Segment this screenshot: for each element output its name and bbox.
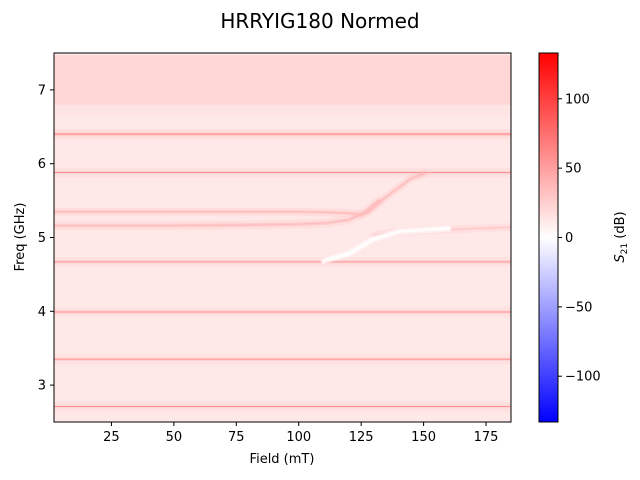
- transmission-dip-1: [322, 227, 450, 263]
- x-tick-label-4: 125: [349, 430, 374, 445]
- lower-branch-2: [54, 200, 380, 227]
- y-tick-label-3: 6: [38, 157, 46, 172]
- x-tick-label-5: 150: [411, 430, 436, 445]
- heatmap-plot: [53, 52, 512, 423]
- cbar-tick-label-4: 100: [565, 92, 590, 107]
- colorbar: −100 −50 0 50 100 S21 (dB): [538, 52, 630, 423]
- x-tick-label-2: 75: [228, 430, 245, 445]
- cbar-tick-label-1: −50: [565, 300, 592, 315]
- x-axis-label: Field (mT): [250, 452, 315, 467]
- x-tick-label-6: 175: [474, 430, 499, 445]
- cbar-tick-label-0: −100: [565, 370, 601, 385]
- x-tick-label-1: 50: [166, 430, 183, 445]
- colorbar-label: S21 (dB): [613, 211, 630, 262]
- y-axis: 3 4 5 6 7: [38, 83, 54, 394]
- x-tick-label-0: 25: [103, 430, 120, 445]
- cbar-tick-label-3: 50: [565, 162, 582, 177]
- y-tick-label-4: 7: [38, 83, 46, 98]
- heatmap-layer: [54, 53, 511, 422]
- y-tick-label-2: 5: [38, 231, 46, 246]
- cbar-tick-label-2: 0: [565, 231, 573, 246]
- x-axis: 25 50 75 100 125 150 175: [103, 422, 498, 445]
- x-tick-label-3: 100: [286, 430, 311, 445]
- y-axis-label: Freq (GHz): [13, 203, 28, 272]
- colorbar-ticks: −100 −50 0 50 100: [558, 92, 601, 385]
- upper-branch-2: [54, 173, 425, 216]
- broad-band-1: [54, 104, 511, 132]
- y-tick-label-0: 3: [38, 379, 46, 394]
- y-tick-label-1: 4: [38, 305, 46, 320]
- colorbar-gradient: [538, 52, 559, 423]
- chart-title: HRRYIG180 Normed: [220, 9, 419, 33]
